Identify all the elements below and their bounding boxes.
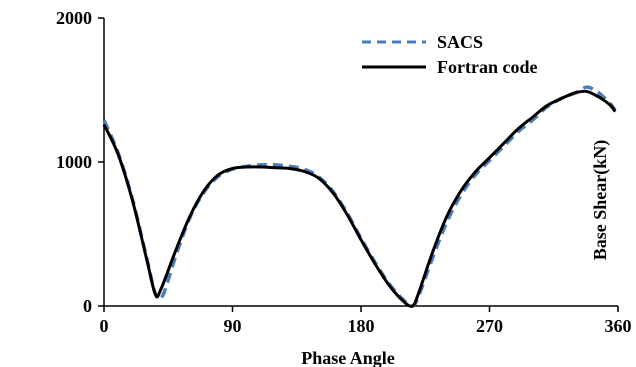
x-tick-label-180: 180 [348, 316, 375, 336]
series-line-sacs [102, 85, 617, 308]
legend-label-fortran: Fortran code [437, 57, 537, 77]
x-axis-title: Phase Angle [301, 348, 395, 367]
y-tick-label-1000: 1000 [56, 152, 92, 172]
legend: SACS Fortran code [362, 32, 537, 77]
x-tick-label-90: 90 [224, 316, 242, 336]
series-line-fortran-code [102, 89, 617, 308]
x-tick-label-270: 270 [476, 316, 503, 336]
y-axis-title: Base Shear(kN) [590, 140, 611, 261]
x-tick-label-360: 360 [605, 316, 632, 336]
legend-label-sacs: SACS [437, 32, 483, 52]
y-tick-label-0: 0 [83, 296, 92, 316]
x-tick-label-0: 0 [100, 316, 109, 336]
y-tick-label-2000: 2000 [56, 8, 92, 28]
